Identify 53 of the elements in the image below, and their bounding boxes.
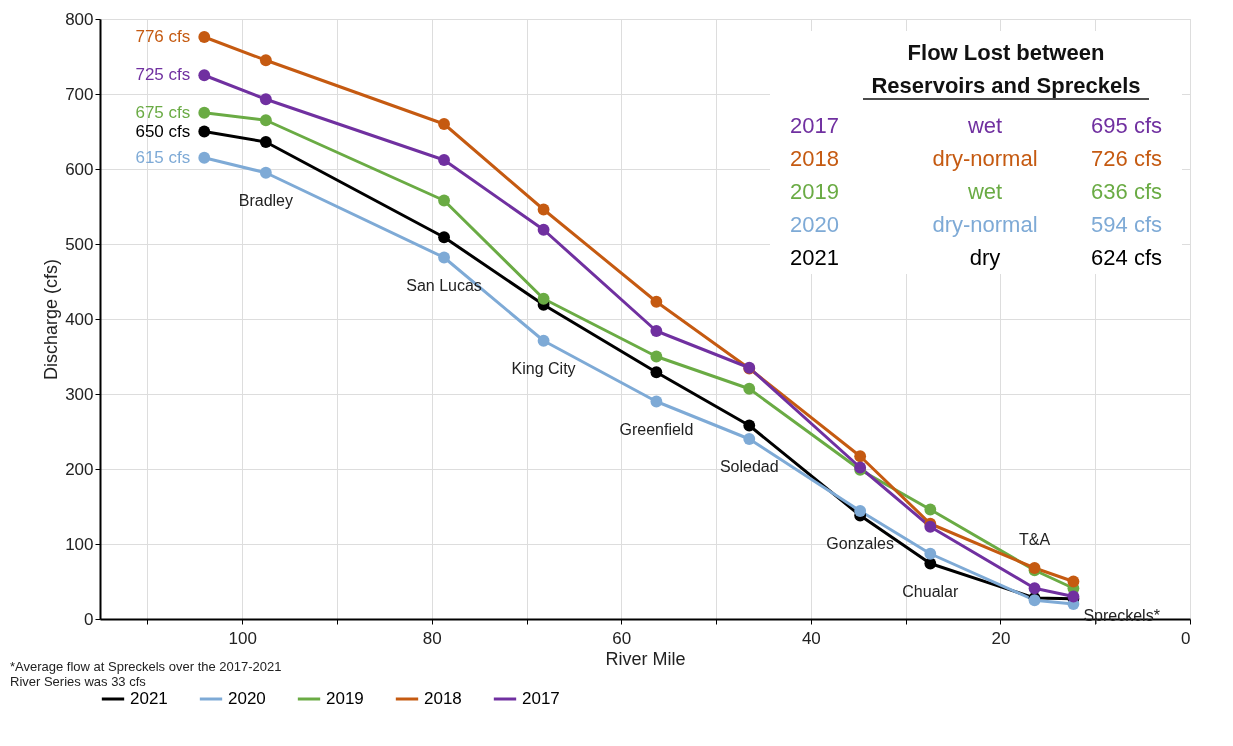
annotation: Bradley: [238, 191, 293, 209]
annotation: 594 cfs: [1091, 212, 1162, 237]
annotation: Greenfield: [619, 420, 694, 438]
annotation: San Lucas: [406, 276, 482, 294]
x-tick-label: 60: [612, 628, 632, 648]
annotation: dry: [969, 245, 1001, 270]
annotation: Soledad: [719, 458, 779, 475]
x-tick-label: 0: [1181, 628, 1191, 648]
legend-label: 2017: [522, 689, 560, 708]
y-tick-label: 600: [65, 159, 94, 179]
y-tick-label: 300: [65, 384, 94, 404]
annotation: 636 cfs: [1091, 179, 1162, 204]
annotation: 726 cfs: [1091, 146, 1162, 171]
annotation: Chualar: [902, 582, 959, 600]
annotation: Flow Lost between: [907, 40, 1105, 65]
annotation: 2018: [790, 146, 839, 171]
annotation: T&A: [1018, 531, 1051, 548]
data-label: 776 cfs: [135, 27, 191, 46]
y-tick-label: 800: [65, 9, 94, 29]
annotation: wet: [966, 113, 1003, 138]
y-tick-label: 0: [84, 609, 94, 629]
legend-label: 2021: [130, 689, 168, 708]
y-axis-title: Discharge (cfs): [41, 258, 62, 381]
legend-label: 2018: [424, 689, 462, 708]
annotation: wet: [966, 179, 1003, 204]
y-tick-label: 500: [65, 234, 94, 254]
annotation: dry-normal: [932, 146, 1038, 171]
x-tick-label: 40: [801, 628, 821, 648]
data-label: 615 cfs: [135, 147, 191, 167]
annotation: Gonzales: [826, 534, 894, 552]
annotation: 2017: [790, 113, 839, 138]
data-label: 725 cfs: [135, 65, 191, 85]
x-tick-label: 80: [422, 628, 442, 648]
y-tick-label: 700: [65, 84, 94, 104]
x-axis-title: River Mile: [605, 648, 686, 669]
data-label: 650 cfs: [135, 121, 191, 141]
annotation: Reservoirs and Spreckels: [871, 73, 1141, 98]
annotation: 2020: [790, 212, 839, 237]
legend-label: 2020: [228, 689, 266, 708]
y-tick-label: 100: [65, 534, 94, 554]
x-tick-label: 100: [228, 628, 257, 648]
annotation: 695 cfs: [1091, 113, 1162, 138]
annotation: 624 cfs: [1091, 245, 1162, 270]
annotation: dry-normal: [932, 212, 1038, 237]
data-label: 675 cfs: [135, 102, 191, 122]
y-tick-label: 400: [65, 309, 94, 329]
text: *Average flow at Spreckels over the 2017-2021 River Series was 33 cfs: [10, 659, 282, 689]
annotation: 2019: [790, 179, 839, 204]
y-tick-label: 200: [65, 459, 94, 479]
x-tick-label: 20: [991, 628, 1011, 648]
annotation: 2021: [790, 245, 839, 270]
annotation: King City: [511, 359, 576, 377]
legend-label: 2019: [326, 689, 364, 708]
